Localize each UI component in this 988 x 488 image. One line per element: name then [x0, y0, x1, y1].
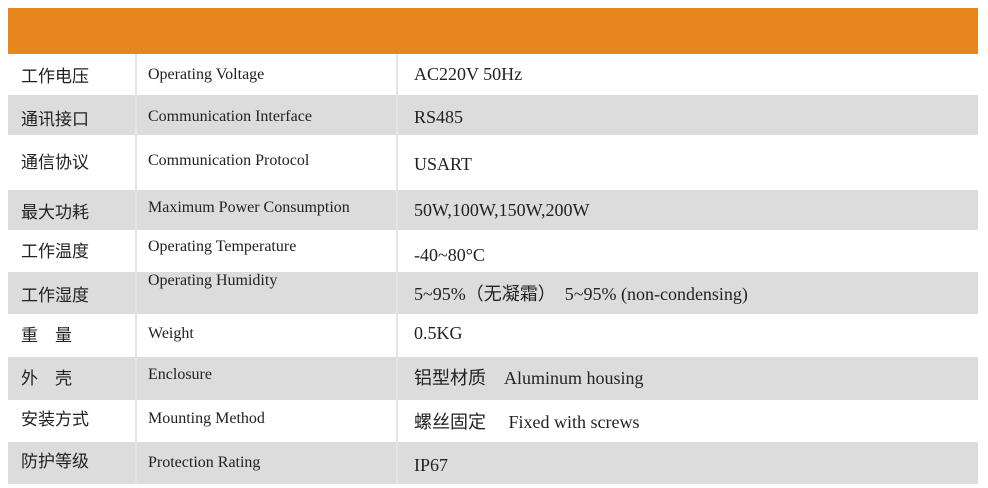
value: RS485: [414, 106, 464, 127]
table-row: 工作湿度 Operating Humidity 5~95%（无凝霜） 5~95% (…: [8, 272, 978, 314]
value: USART: [414, 154, 472, 174]
label-zh: 外 壳: [21, 369, 72, 388]
label-zh: 通信协议: [21, 153, 89, 172]
column-divider: [396, 54, 398, 484]
label-en: Communication Interface: [148, 108, 312, 125]
table-row: 安装方式 Mounting Method 螺丝固定 Fixed with screw…: [8, 400, 978, 442]
label-zh: 通讯接口: [21, 109, 89, 129]
table-row: 工作温度 Operating Temperature -40~80°C: [8, 230, 978, 272]
table-row: 通讯接口 Communication Interface RS485: [8, 95, 978, 135]
label-en: Maximum Power Consumption: [148, 199, 350, 216]
label-zh: 安装方式: [21, 409, 89, 429]
label-zh: 最大功耗: [21, 202, 89, 222]
table-row: 防护等级 Protection Rating IP67: [8, 442, 978, 484]
column-divider: [135, 54, 137, 484]
table-row: 通信协议 Communication Protocol USART: [8, 135, 978, 190]
label-en: Weight: [148, 324, 194, 342]
value: 50W,100W,150W,200W: [414, 199, 590, 220]
table-row: 外 壳 Enclosure 铝型材质 Aluminum housing: [8, 357, 978, 400]
header-bar: [8, 8, 978, 54]
value: 螺丝固定 Fixed with screws: [414, 412, 640, 432]
label-en: Mounting Method: [148, 410, 265, 427]
label-zh: 工作电压: [21, 67, 89, 86]
label-en: Operating Humidity: [148, 272, 278, 289]
value: -40~80°C: [414, 244, 485, 265]
value: 5~95%（无凝霜） 5~95% (non-condensing): [414, 284, 748, 304]
table-row: 重 量 Weight 0.5KG: [8, 314, 978, 357]
label-en: Protection Rating: [148, 454, 261, 471]
table-row: 最大功耗 Maximum Power Consumption 50W,100W,15…: [8, 190, 978, 230]
label-zh: 工作温度: [21, 241, 89, 261]
value: AC220V 50Hz: [414, 64, 523, 84]
value: IP67: [414, 454, 449, 475]
value: 0.5KG: [414, 323, 463, 343]
label-zh: 工作湿度: [21, 285, 89, 305]
label-zh: 防护等级: [21, 451, 89, 471]
table-row: 工作电压 Operating Voltage AC220V 50Hz: [8, 54, 978, 95]
label-en: Operating Temperature: [148, 238, 297, 255]
label-zh: 重 量: [21, 326, 72, 345]
value: 铝型材质 Aluminum housing: [414, 367, 644, 388]
label-en: Operating Voltage: [148, 65, 265, 83]
label-en: Enclosure: [148, 365, 212, 383]
label-en: Communication Protocol: [148, 151, 310, 169]
